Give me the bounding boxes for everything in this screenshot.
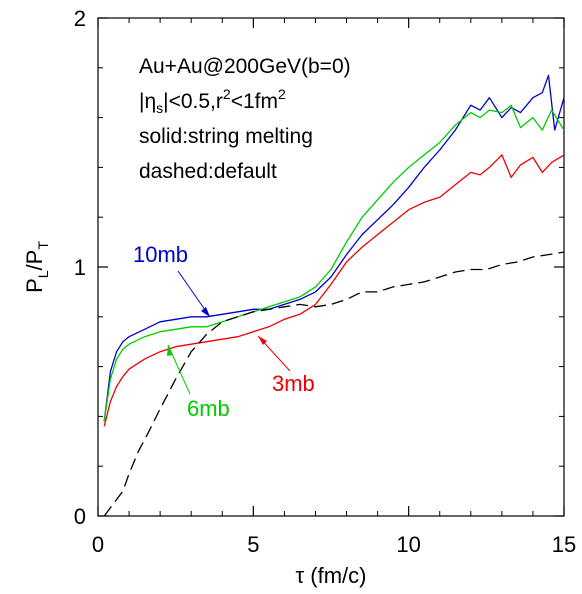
annotation-eta-sub: s — [156, 100, 163, 116]
series-line-6mb — [103, 104, 565, 422]
annotation-block: Au+Au@200GeV(b=0) |ηs|<0.5,r2<1fm2 solid… — [139, 55, 351, 183]
label-6mb: 6mb — [167, 344, 230, 421]
x-tick-label: 0 — [92, 532, 104, 557]
annotation-eta: |η — [139, 90, 156, 113]
series-layer — [103, 74, 565, 517]
y-tick-label: 1 — [74, 255, 86, 280]
annotation-cut-a: |<0.5,r — [163, 90, 223, 113]
axis-ticks: 0 5 10 15 0 1 2 — [74, 6, 576, 557]
y-axis-title-sub1: L — [35, 270, 51, 278]
x-axis-title: τ (fm/c) — [295, 563, 366, 588]
y-axis-title-slash: /P — [22, 250, 47, 271]
annotation-line-3: solid:string melting — [139, 125, 313, 148]
annotation-line-2: |ηs|<0.5,r2<1fm2 — [139, 86, 286, 116]
annotation-line-1: Au+Au@200GeV(b=0) — [139, 55, 351, 78]
pointer-3mb-head — [258, 336, 267, 345]
y-axis-title-main: P — [22, 278, 47, 293]
pointer-10mb-head — [201, 307, 210, 317]
annotation-cut-b: <1fm — [231, 90, 278, 113]
annotation-sup-2: 2 — [278, 86, 286, 102]
annotation-sup-1: 2 — [223, 86, 231, 102]
y-axis-title-sub2: T — [35, 241, 51, 250]
label-3mb: 3mb — [257, 335, 315, 396]
series-label-6mb: 6mb — [187, 396, 230, 421]
x-tick-label: 15 — [552, 532, 576, 557]
series-label-3mb: 3mb — [272, 371, 315, 396]
annotation-line-4: dashed:default — [139, 160, 277, 183]
x-tick-label: 10 — [396, 532, 420, 557]
y-tick-label: 2 — [74, 6, 86, 31]
series-line-10mb — [103, 74, 565, 422]
series-label-10mb: 10mb — [133, 242, 188, 267]
pointer-6mb-head — [167, 345, 173, 356]
series-line-3mb — [103, 154, 565, 427]
y-axis-title: PL/PT — [22, 241, 51, 293]
series-line-default-dashed — [103, 251, 565, 517]
y-tick-label: 0 — [74, 504, 86, 529]
label-10mb: 10mb — [133, 242, 211, 318]
x-tick-label: 5 — [247, 532, 259, 557]
